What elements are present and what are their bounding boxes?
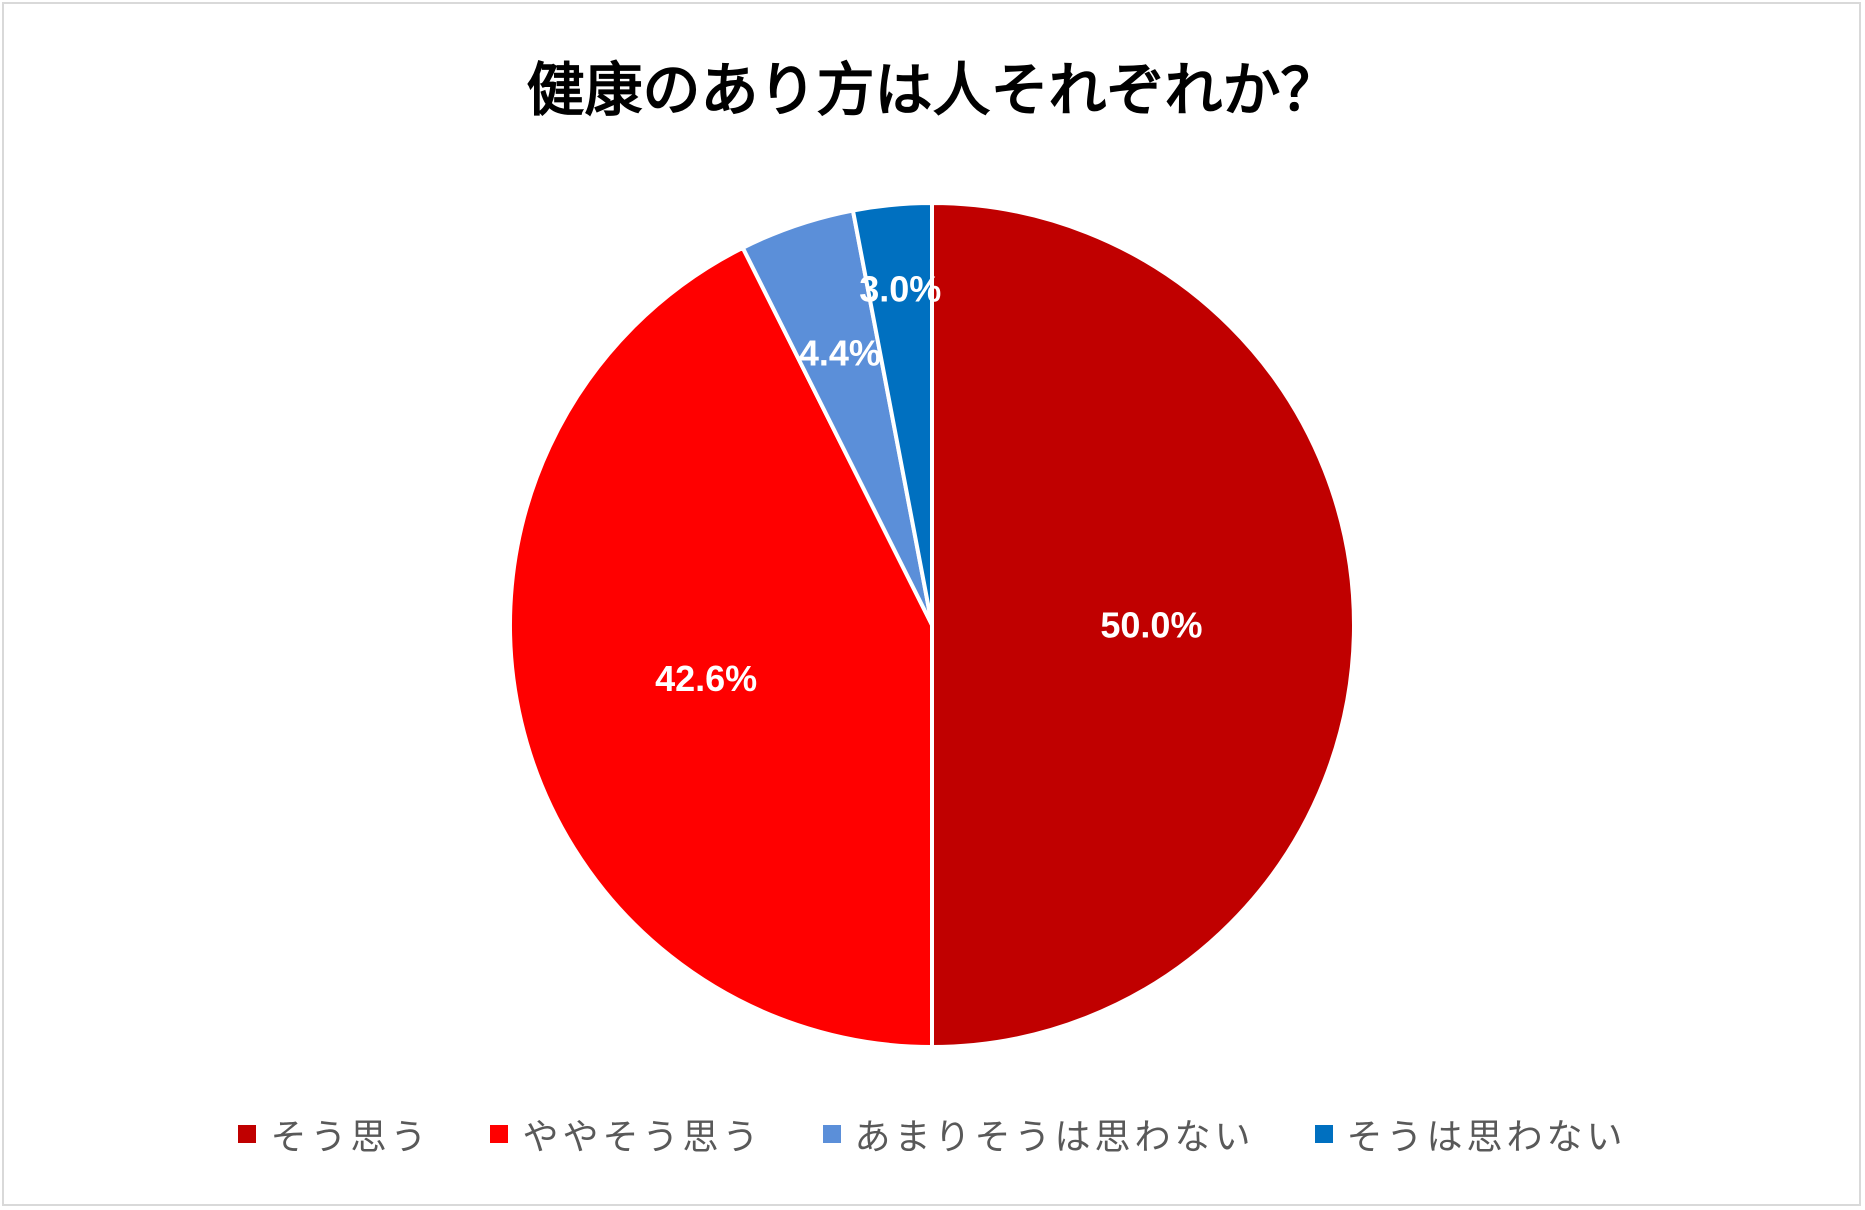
legend-label-sou-omou: そう思う xyxy=(270,1117,431,1158)
pie-data-labels: 50.0% 42.6% 4.4% 3.0% xyxy=(655,268,1202,699)
legend-swatch-souha-omowanai xyxy=(1314,1125,1333,1143)
data-label-yaya-sou-omou: 42.6% xyxy=(655,658,757,699)
data-label-sou-omou: 50.0% xyxy=(1100,605,1202,646)
legend-swatch-amari-souha-omowanai xyxy=(822,1125,841,1143)
slice-sou-omou xyxy=(930,201,1356,1049)
legend-item-yaya-sou-omou: ややそう思う xyxy=(490,1108,762,1160)
legend-item-sou-omou: そう思う xyxy=(238,1108,430,1160)
slice-yaya-sou-omou xyxy=(508,245,934,1049)
data-label-souha-omowanai: 3.0% xyxy=(859,268,941,309)
legend: そう思う ややそう思う あまりそうは思わない そうは思わない xyxy=(0,1108,1865,1160)
chart-title: 健康のあり方は人それぞれか？ xyxy=(526,56,1339,124)
legend-swatch-sou-omou xyxy=(238,1125,257,1143)
legend-swatch-yaya-sou-omou xyxy=(490,1125,509,1143)
pie-slices xyxy=(508,201,1356,1049)
legend-item-souha-omowanai: そうは思わない xyxy=(1314,1108,1627,1160)
data-label-amari-souha-omowanai: 4.4% xyxy=(799,333,881,374)
legend-item-amari-souha-omowanai: あまりそうは思わない xyxy=(822,1108,1255,1160)
legend-label-amari-souha-omowanai: あまりそうは思わない xyxy=(854,1117,1255,1158)
legend-label-souha-omowanai: そうは思わない xyxy=(1346,1117,1627,1158)
slice-souha-omowanai xyxy=(850,201,934,627)
legend-label-yaya-sou-omou: ややそう思う xyxy=(522,1117,763,1158)
